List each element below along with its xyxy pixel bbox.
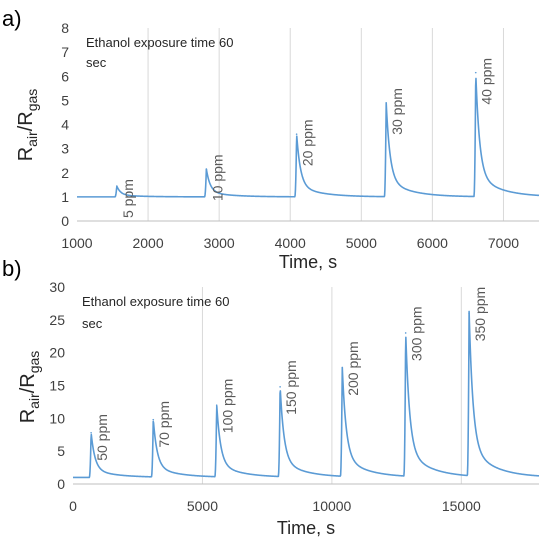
y-tick-label: 5 [57,443,65,459]
y-tick-label: 7 [61,44,69,60]
peak-point [205,168,208,170]
annotation-text: sec [82,316,103,331]
annotation-text: Ethanol exposure time 60 [82,294,229,309]
y-axis-label-subscript: air [24,131,40,147]
annotation-text: Ethanol exposure time 60 [86,35,233,50]
peak-point [385,101,387,104]
data-label: 50 ppm [94,414,110,461]
y-axis-label-subscript: air [26,393,42,409]
y-tick-label: 3 [61,141,69,157]
y-tick-label: 20 [49,345,65,361]
series-line [72,310,540,479]
series-line [76,77,540,198]
x-tick-label: 4000 [275,235,306,251]
chart-panel-b: 0 5 10 15 20 25 30 0 5000 10000 15000 50 ppm 70 ppm 1… [2,256,540,538]
y-axis-label-part: /R [15,111,37,131]
data-label: 150 ppm [283,360,299,414]
y-axis-label-part: /R [17,373,39,393]
y-tick-label: 10 [49,410,65,426]
y-tick-label: 25 [49,312,65,328]
x-axis-label: Time, s [279,252,337,272]
peak-point [152,418,155,421]
x-axis-label: Time, s [277,518,335,538]
y-tick-label: 2 [61,165,69,181]
panel-label: a) [2,6,22,31]
data-label: 350 ppm [472,287,488,341]
y-tick-label: 15 [49,378,65,394]
data-label: 100 ppm [220,379,236,433]
y-tick-label: 30 [49,279,65,295]
peak-point [116,185,118,187]
data-label: 20 ppm [300,119,316,166]
y-axis-label-part: R [17,409,39,423]
peak-point [295,133,298,135]
peak-point [90,431,92,434]
peak-point [468,312,470,315]
data-label: 30 ppm [389,88,405,135]
y-axis-label-subscript: gas [24,89,40,112]
data-label: 10 ppm [209,154,225,201]
y-axis-label: Rair/Rgas [17,351,42,424]
x-tick-label: 0 [69,498,77,514]
data-label: 300 ppm [409,306,425,360]
peak-point [215,404,218,407]
x-tick-label: 5000 [187,498,218,514]
x-tick-label: 1000 [61,235,92,251]
x-tick-label: 15000 [442,498,481,514]
y-tick-label: 6 [61,68,69,84]
peak-point [279,386,281,388]
y-tick-label: 4 [61,117,69,133]
data-label: 70 ppm [156,401,172,448]
y-axis-label-part: R [15,147,37,161]
chart-panel-a: 0 1 2 3 4 5 6 7 8 1000 2000 3000 4000 5000 6000 7000 5 p… [2,6,540,272]
panel-label: b) [2,256,22,281]
y-tick-label: 5 [61,92,69,108]
y-axis-label-subscript: gas [26,351,42,374]
x-tick-label: 6000 [417,235,448,251]
y-axis-label: Rair/Rgas [15,89,40,162]
y-tick-label: 8 [61,20,69,36]
data-label: 5 ppm [120,179,136,218]
annotation-text: sec [86,55,107,70]
peak-point [341,366,344,369]
y-tick-label: 0 [61,213,69,229]
y-tick-label: 1 [61,189,69,205]
x-tick-label: 2000 [132,235,163,251]
x-tick-label: 7000 [488,235,519,251]
y-tick-label: 0 [57,476,65,492]
peak-point [474,71,477,74]
x-tick-label: 10000 [312,498,351,514]
x-tick-label: 3000 [204,235,235,251]
data-label: 40 ppm [479,58,495,105]
data-label: 200 ppm [345,341,361,395]
x-tick-label: 5000 [346,235,377,251]
peak-point [404,332,407,334]
